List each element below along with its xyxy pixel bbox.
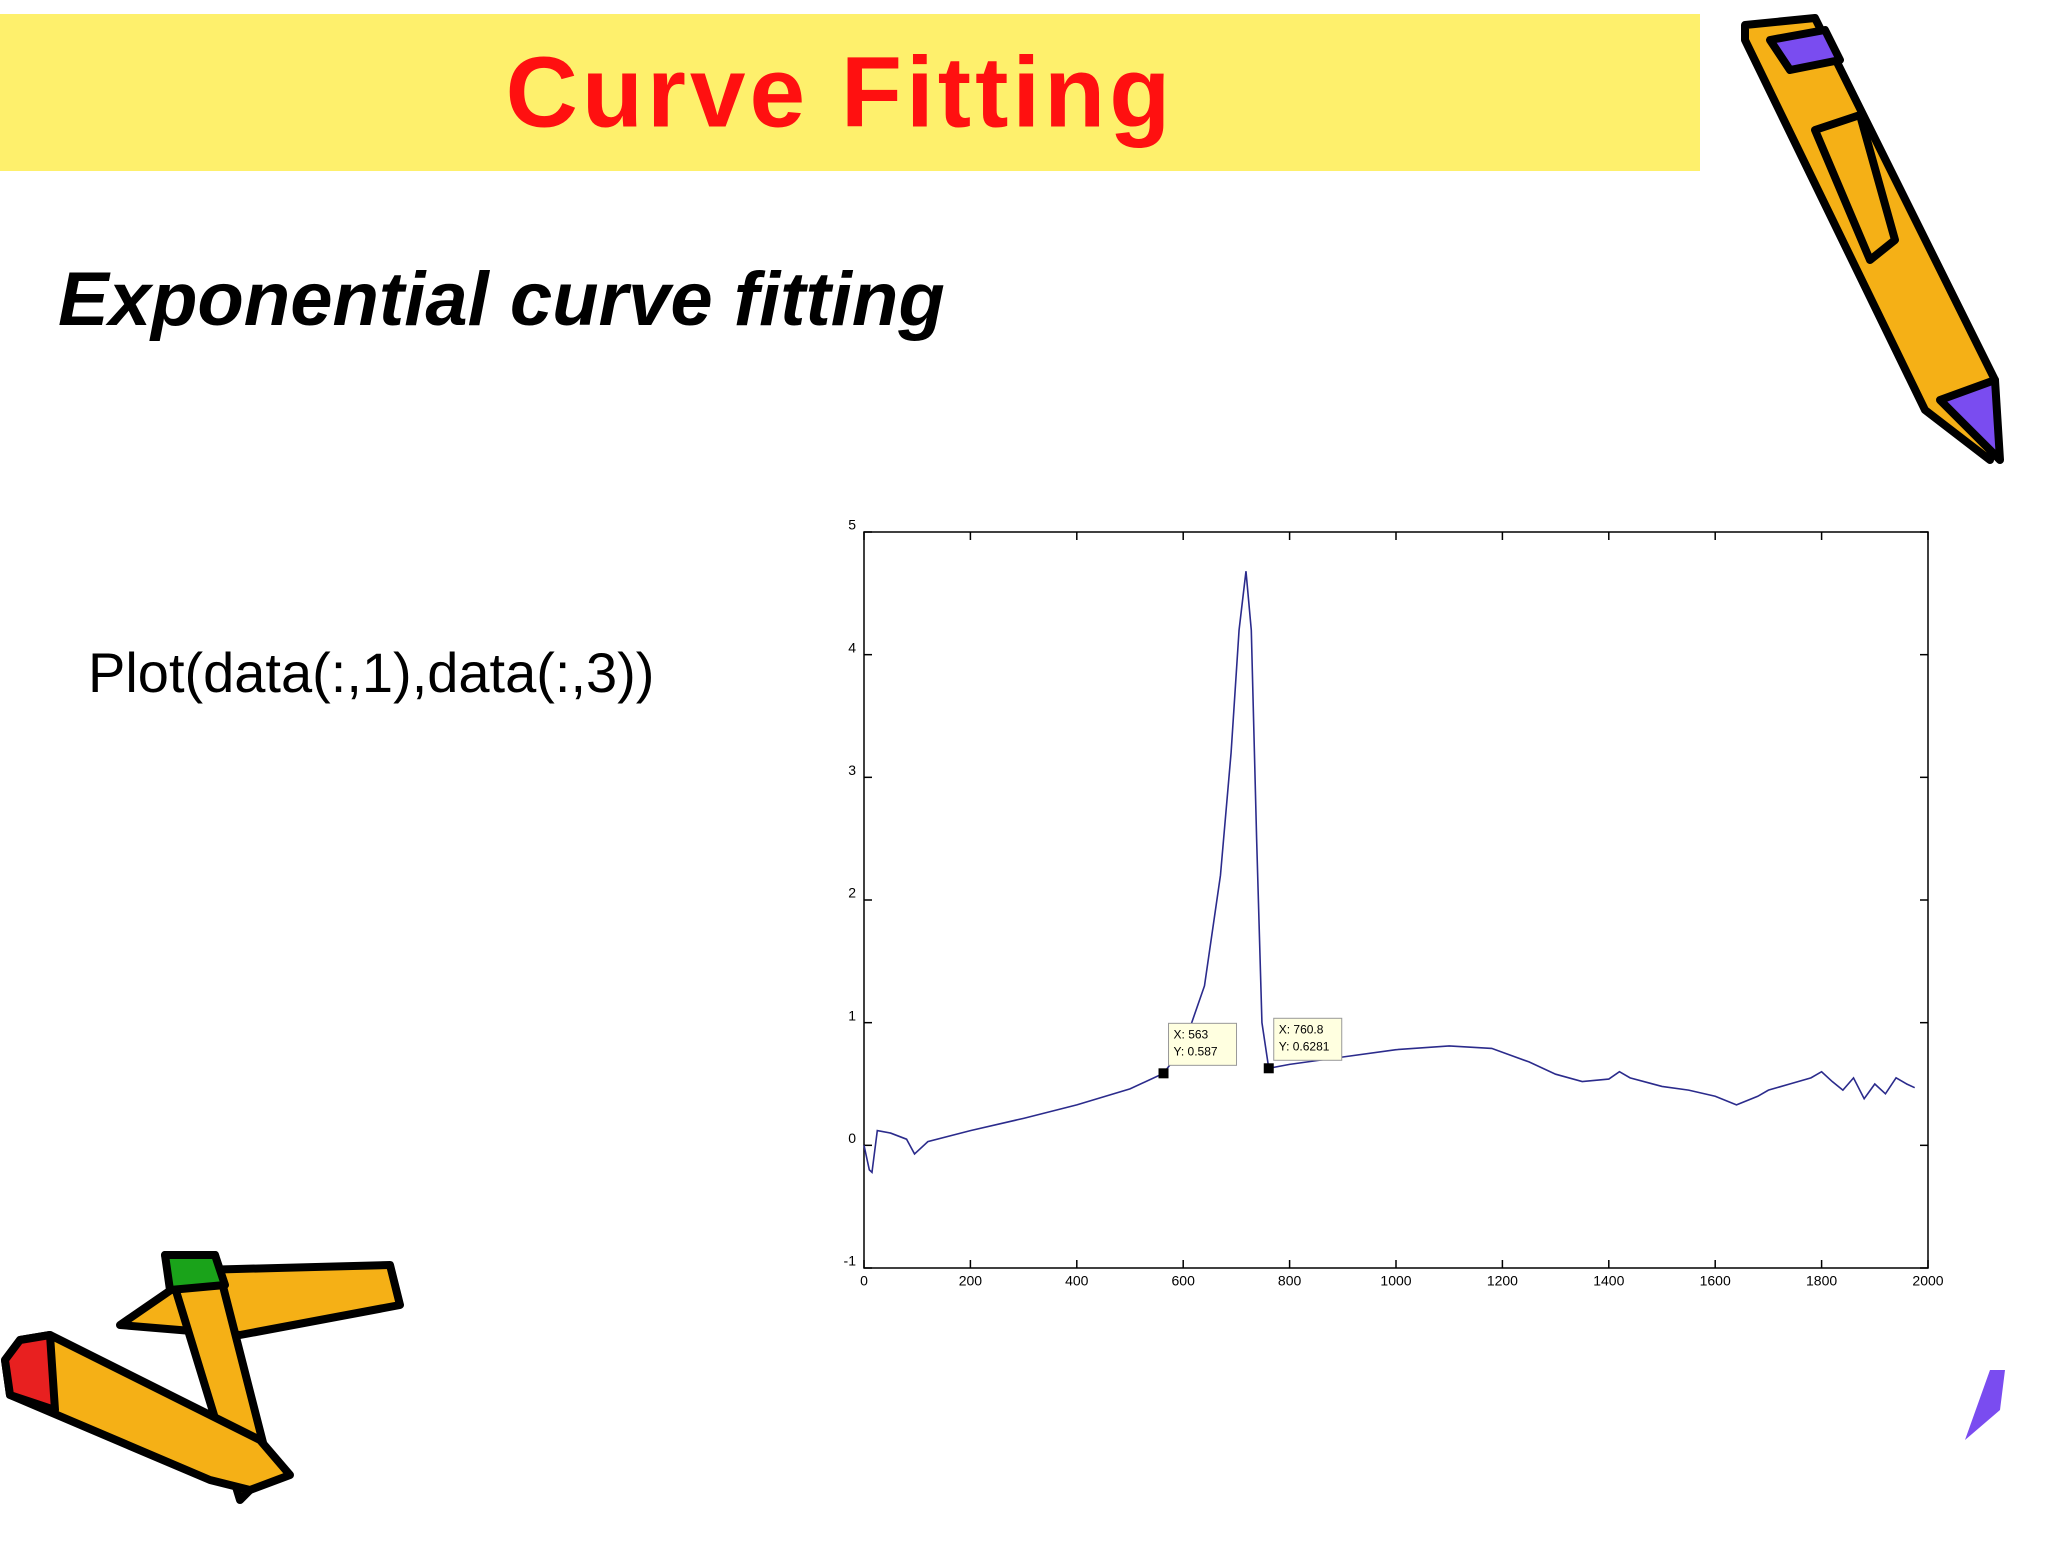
y-tick-label: 5 — [848, 517, 856, 533]
slide-title: Curve Fitting — [506, 36, 1175, 148]
data-tip-y: Y: 0.6281 — [1279, 1039, 1330, 1053]
x-tick-label: 200 — [959, 1273, 983, 1289]
data-tip-y: Y: 0.587 — [1174, 1044, 1218, 1058]
pencil-decoration — [1741, 14, 2005, 1440]
y-tick-label: 3 — [848, 762, 856, 778]
x-tick-label: 1200 — [1487, 1273, 1518, 1289]
data-tip-x: X: 563 — [1174, 1027, 1209, 1041]
y-tick-label: -1 — [844, 1253, 857, 1269]
x-tick-label: 400 — [1065, 1273, 1089, 1289]
data-line — [863, 571, 1916, 1174]
data-tip-x: X: 760.8 — [1279, 1022, 1324, 1036]
y-tick-label: 0 — [848, 1130, 856, 1146]
x-tick-label: 800 — [1278, 1273, 1302, 1289]
y-tick-label: 4 — [848, 639, 856, 655]
x-tick-label: 1000 — [1380, 1273, 1411, 1289]
title-bar — [0, 14, 1700, 171]
code-text: Plot(data(:,1),data(:,3)) — [88, 641, 654, 704]
x-tick-label: 0 — [860, 1273, 868, 1289]
x-tick-label: 2000 — [1912, 1273, 1943, 1289]
slide-subtitle: Exponential curve fitting — [58, 257, 945, 342]
y-tick-label: 1 — [848, 1007, 856, 1023]
data-tip-box — [1168, 1022, 1238, 1066]
data-tip-marker — [1263, 1063, 1274, 1074]
x-tick-label: 1800 — [1806, 1273, 1837, 1289]
y-tick-label: 2 — [848, 885, 856, 901]
x-tick-label: 1600 — [1700, 1273, 1731, 1289]
pencil-decoration — [1, 1251, 404, 1504]
plot-area — [863, 531, 1929, 1269]
x-tick-label: 600 — [1172, 1273, 1196, 1289]
data-tip-box — [1273, 1017, 1343, 1061]
x-tick-label: 1400 — [1593, 1273, 1624, 1289]
data-tip-marker — [1158, 1068, 1169, 1079]
